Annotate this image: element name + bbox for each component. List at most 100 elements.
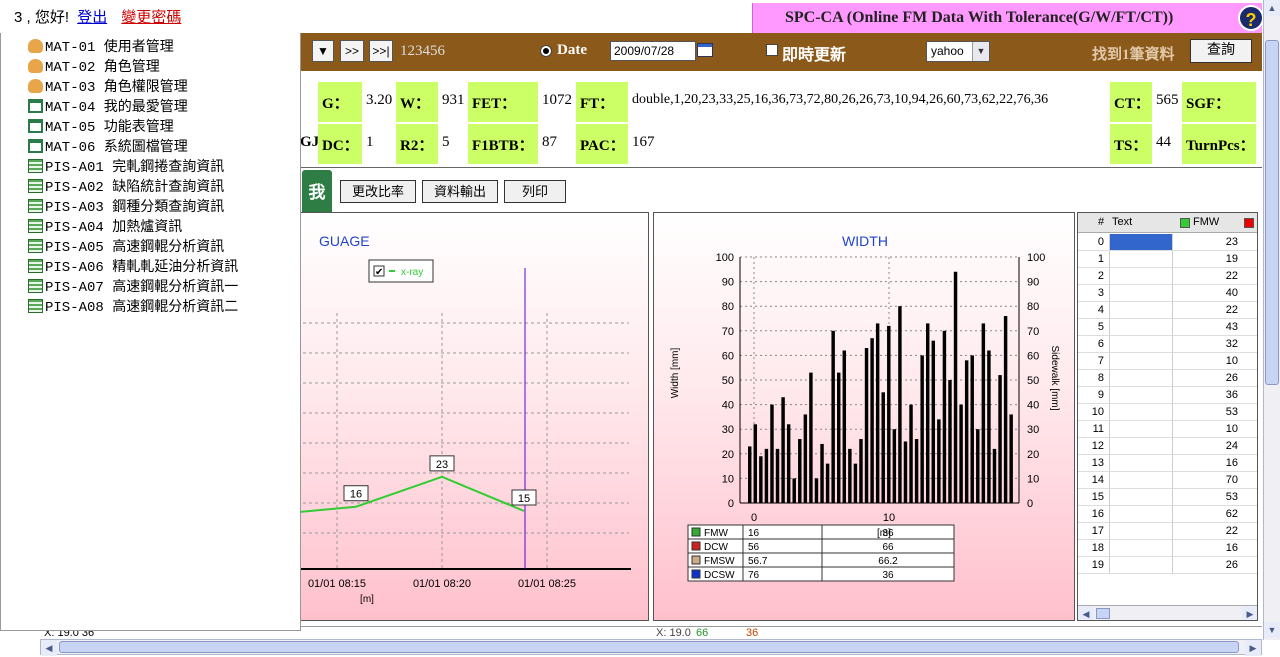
menu-item-mat-03[interactable]: MAT-03 角色權限管理 bbox=[28, 76, 188, 96]
menu-item-pis-a01[interactable]: PIS-A01 完軋鋼捲查詢資訊 bbox=[28, 156, 224, 176]
table-row[interactable]: 1 19 bbox=[1078, 251, 1257, 268]
table-row[interactable]: 7 10 bbox=[1078, 353, 1257, 370]
menu-item-pis-a03[interactable]: PIS-A03 鋼種分類查詢資訊 bbox=[28, 196, 224, 216]
row-text-cell[interactable] bbox=[1109, 319, 1173, 335]
page-hscroll-thumb[interactable] bbox=[59, 641, 1239, 653]
row-text-cell[interactable] bbox=[1109, 472, 1173, 488]
table-row[interactable]: 19 26 bbox=[1078, 557, 1257, 574]
row-text-cell[interactable] bbox=[1109, 557, 1173, 573]
table-row[interactable]: 13 16 bbox=[1078, 455, 1257, 472]
page-hscrollbar[interactable]: ◀ ▶ bbox=[40, 639, 1262, 656]
table-row[interactable]: 17 22 bbox=[1078, 523, 1257, 540]
gauge-data-label: 15 bbox=[518, 493, 530, 505]
page-vscroll-thumb[interactable] bbox=[1265, 40, 1279, 385]
row-text-cell[interactable] bbox=[1109, 268, 1173, 284]
scroll-left-icon[interactable]: ◀ bbox=[41, 640, 57, 656]
green-tab[interactable]: 我 bbox=[302, 170, 332, 212]
last-record-button[interactable]: >>| bbox=[369, 40, 393, 62]
row-text-cell[interactable] bbox=[1109, 404, 1173, 420]
menu-item-pis-a06[interactable]: PIS-A06 精軋軋延油分析資訊 bbox=[28, 256, 238, 276]
row-text-cell[interactable] bbox=[1109, 234, 1173, 250]
row-text-cell[interactable] bbox=[1109, 285, 1173, 301]
menu-item-pis-a04[interactable]: PIS-A04 加熱爐資訊 bbox=[28, 216, 182, 236]
change-password-link[interactable]: 變更密碼 bbox=[121, 9, 182, 26]
width-table-value-b: 36 bbox=[882, 528, 894, 539]
date-input[interactable]: 2009/07/28 bbox=[610, 41, 696, 61]
table-row[interactable]: 11 10 bbox=[1078, 421, 1257, 438]
width-bar bbox=[998, 375, 1002, 503]
row-text-cell[interactable] bbox=[1109, 506, 1173, 522]
scroll-right-icon[interactable]: ▶ bbox=[1245, 640, 1261, 656]
dcw-color-swatch bbox=[1244, 218, 1254, 228]
table-row[interactable]: 2 22 bbox=[1078, 268, 1257, 285]
scroll-up-icon[interactable]: ▲ bbox=[1264, 0, 1280, 16]
menu-item-pis-a07[interactable]: PIS-A07 高速鋼輥分析資訊一 bbox=[28, 276, 238, 296]
table-row[interactable]: 18 16 bbox=[1078, 540, 1257, 557]
page-vscrollbar[interactable]: ▲ ▼ bbox=[1263, 0, 1280, 640]
next-record-button[interactable]: >> bbox=[340, 40, 364, 62]
info-value-g: 3.20 bbox=[362, 82, 396, 122]
engine-select-value: yahoo bbox=[931, 44, 964, 58]
export-button[interactable]: 資料輸出 bbox=[422, 180, 498, 203]
table-row[interactable]: 16 62 bbox=[1078, 506, 1257, 523]
menu-item-pis-a05[interactable]: PIS-A05 高速鋼輥分析資訊 bbox=[28, 236, 224, 256]
menu-item-mat-04[interactable]: MAT-04 我的最愛管理 bbox=[28, 96, 188, 116]
realtime-checkbox[interactable] bbox=[766, 44, 778, 56]
menu-item-pis-a08[interactable]: PIS-A08 高速鋼輥分析資訊二 bbox=[28, 296, 238, 316]
table-row[interactable]: 14 70 bbox=[1078, 472, 1257, 489]
status-strip: X: 19.0 36 X: 19.0 66 36 bbox=[0, 626, 1262, 640]
row-text-cell[interactable] bbox=[1109, 421, 1173, 437]
width-y2-tick-label: 20 bbox=[1027, 449, 1039, 461]
row-text-cell[interactable] bbox=[1109, 489, 1173, 505]
query-button[interactable]: 查詢 bbox=[1190, 39, 1252, 63]
row-text-cell[interactable] bbox=[1109, 251, 1173, 267]
record-id: 123456 bbox=[400, 43, 445, 59]
table-row[interactable]: 10 53 bbox=[1078, 404, 1257, 421]
row-fmw-value: 24 bbox=[1225, 440, 1238, 452]
menu-item-mat-05[interactable]: MAT-05 功能表管理 bbox=[28, 116, 174, 136]
scroll-down-icon[interactable]: ▼ bbox=[1264, 622, 1280, 638]
info-value-w: 931 bbox=[438, 82, 468, 122]
row-text-cell[interactable] bbox=[1109, 540, 1173, 556]
table-row[interactable]: 8 26 bbox=[1078, 370, 1257, 387]
row-fmw-value: 32 bbox=[1225, 338, 1238, 350]
grid-scroll-right-icon[interactable]: ▶ bbox=[1242, 606, 1257, 620]
record-dropdown-arrow[interactable]: ▼ bbox=[312, 40, 334, 62]
row-text-cell[interactable] bbox=[1109, 438, 1173, 454]
row-text-cell[interactable] bbox=[1109, 387, 1173, 403]
menu-item-pis-a02[interactable]: PIS-A02 缺陷統計查詢資訊 bbox=[28, 176, 224, 196]
table-row[interactable]: 9 36 bbox=[1078, 387, 1257, 404]
table-row[interactable]: 5 43 bbox=[1078, 319, 1257, 336]
table-row[interactable]: 12 24 bbox=[1078, 438, 1257, 455]
row-text-cell[interactable] bbox=[1109, 353, 1173, 369]
row-text-cell[interactable] bbox=[1109, 370, 1173, 386]
width-table-name: FMSW bbox=[704, 556, 735, 567]
date-radio[interactable] bbox=[540, 45, 552, 57]
table-row[interactable]: 4 22 bbox=[1078, 302, 1257, 319]
row-text-cell[interactable] bbox=[1109, 523, 1173, 539]
change-ratio-button[interactable]: 更改比率 bbox=[340, 180, 416, 203]
table-row[interactable]: 6 32 bbox=[1078, 336, 1257, 353]
grid-hscrollbar[interactable]: ◀ ▶ bbox=[1078, 605, 1257, 620]
width-bar bbox=[987, 350, 991, 503]
row-text-cell[interactable] bbox=[1109, 302, 1173, 318]
help-icon[interactable]: ? bbox=[1238, 5, 1264, 31]
logout-link[interactable]: 登出 bbox=[77, 9, 108, 26]
grid-scroll-left-icon[interactable]: ◀ bbox=[1078, 606, 1094, 620]
menu-item-mat-02[interactable]: MAT-02 角色管理 bbox=[28, 56, 160, 76]
table-row[interactable]: 0 23 bbox=[1078, 234, 1257, 251]
row-text-cell[interactable] bbox=[1109, 455, 1173, 471]
menu-item-mat-06[interactable]: MAT-06 系統圖檔管理 bbox=[28, 136, 188, 156]
print-button[interactable]: 列印 bbox=[504, 180, 566, 203]
width-bar bbox=[875, 323, 880, 503]
grid-scroll-thumb[interactable] bbox=[1096, 608, 1110, 619]
row-text-cell[interactable] bbox=[1109, 336, 1173, 352]
menu-item-mat-01[interactable]: MAT-01 使用者管理 bbox=[28, 36, 174, 56]
table-row[interactable]: 3 40 bbox=[1078, 285, 1257, 302]
width-bar bbox=[820, 443, 824, 503]
calendar-icon[interactable] bbox=[697, 43, 713, 57]
engine-select[interactable]: yahoo bbox=[926, 41, 990, 62]
width-bar bbox=[942, 330, 947, 503]
table-row[interactable]: 15 53 bbox=[1078, 489, 1257, 506]
row-index: 9 bbox=[1097, 389, 1104, 401]
